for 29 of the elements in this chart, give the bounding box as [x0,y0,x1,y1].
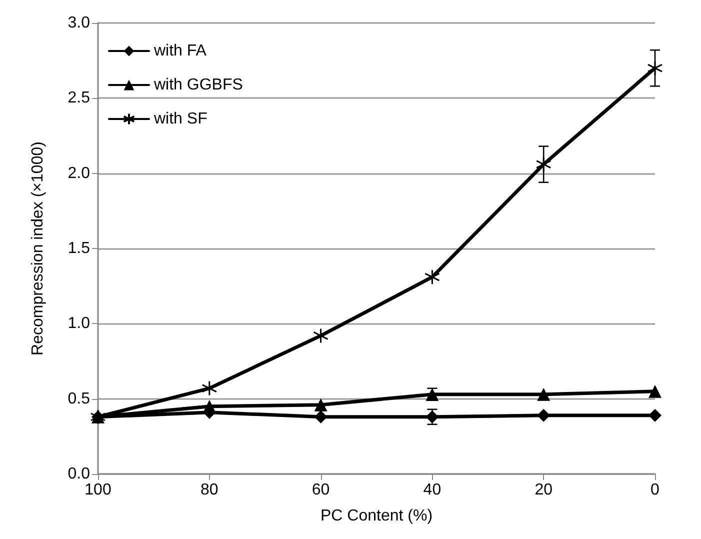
x-tick-label: 0 [650,482,660,498]
point [313,328,329,344]
point [648,408,662,422]
legend-label: with FA [153,42,207,60]
x-tick-label: 40 [423,482,442,498]
y-axis-title: Recompression index (×1000) [30,142,46,356]
point [202,400,216,413]
x-tick-label: 80 [200,482,218,498]
x-axis-title: PC Content (%) [320,508,433,524]
y-tick-label: 2.0 [68,164,90,182]
point [314,410,328,424]
y-tick-label: 0.5 [68,390,90,408]
y-tick-label: 3.0 [68,14,90,32]
x-tick-label: 20 [534,482,553,498]
y-tick-label: 1.0 [68,315,90,332]
x-tick-label: 60 [312,482,330,498]
y-tick-label: 0.0 [68,466,90,482]
point [537,408,550,422]
x-tick-label: 100 [84,482,112,498]
point [537,388,550,401]
y-tick-label: 1.5 [68,240,90,257]
point [424,269,440,285]
y-tick-label: 2.5 [68,90,90,107]
point [648,384,662,398]
point [647,60,663,76]
point [314,398,328,412]
legend-label: with GGBFS [153,76,243,94]
point [202,380,218,396]
legend-label: with SF [153,110,208,128]
